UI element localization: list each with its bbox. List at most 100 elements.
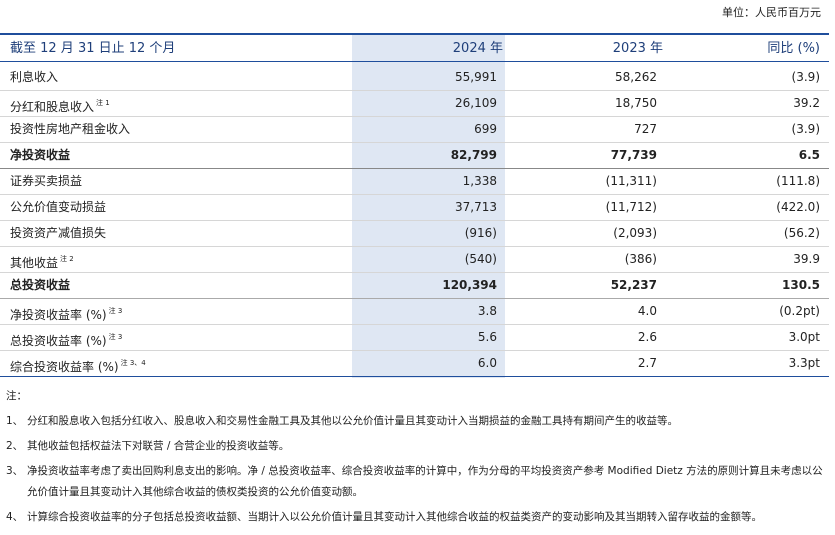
- current-year-highlight: [352, 34, 505, 378]
- row-label: 其他收益注 2: [10, 246, 74, 276]
- header-cell: 同比 (%): [767, 41, 820, 56]
- cell: 39.2: [793, 96, 820, 110]
- cell: (11,712): [605, 200, 657, 214]
- note-ref: 注 2: [60, 255, 74, 263]
- top-rule: [0, 33, 829, 35]
- row-label: 投资资产减值损失: [10, 220, 106, 246]
- cell: (386): [624, 252, 657, 266]
- table-row: 公允价值变动损益 37,713 (11,712) (422.0): [0, 194, 829, 221]
- row-label: 分红和股息收入注 1: [10, 90, 110, 120]
- row-label-text: 总投资收益: [10, 278, 71, 292]
- row-label-text: 投资性房地产租金收入: [10, 122, 131, 136]
- note: 3、 净投资收益率考虑了卖出回购利息支出的影响。净 / 总投资收益率、综合投资收益…: [6, 461, 828, 503]
- cell: 37,713: [455, 200, 497, 214]
- cell: (11,311): [605, 174, 657, 188]
- cell: 3.8: [477, 304, 497, 318]
- cell: 2.7: [637, 356, 657, 370]
- row-label: 综合投资收益率 (%) 注 3、4: [10, 350, 146, 380]
- cell: 55,991: [455, 70, 497, 84]
- cell: 82,799: [450, 148, 497, 162]
- note-ref: 注 3: [108, 333, 123, 341]
- note-ref: 注 1: [96, 99, 110, 107]
- table-row: 综合投资收益率 (%) 注 3、4 6.0 2.7 3.3pt: [0, 350, 829, 377]
- table-row: 总投资收益率 (%) 注 3 5.6 2.6 3.0pt: [0, 324, 829, 351]
- row-label: 投资性房地产租金收入: [10, 116, 130, 142]
- row-label: 净投资收益: [10, 142, 70, 168]
- note-marker: 1、: [6, 415, 24, 427]
- row-label: 净投资收益率 (%) 注 3: [10, 298, 122, 328]
- cell: 5.6: [477, 330, 497, 344]
- note-ref: 注 3、4: [120, 359, 146, 367]
- row-label-text: 净投资收益率 (%): [10, 308, 107, 322]
- cell: 727: [634, 122, 657, 136]
- cell: 120,394: [442, 278, 497, 292]
- row-label: 证券买卖损益: [10, 168, 82, 194]
- cell: (916): [464, 226, 497, 240]
- cell: (422.0): [776, 200, 820, 214]
- cell: 52,237: [610, 278, 657, 292]
- cell: 39.9: [793, 252, 820, 266]
- table-row: 利息收入 55,991 58,262 (3.9): [0, 64, 829, 91]
- note: 2、 其他收益包括权益法下对联营 / 合营企业的投资收益等。: [6, 436, 828, 457]
- cell: (2,093): [613, 226, 657, 240]
- header-rule: [0, 61, 829, 62]
- header-cell: 2023 年: [612, 41, 663, 56]
- table-row: 投资资产减值损失 (916) (2,093) (56.2): [0, 220, 829, 247]
- cell: 77,739: [610, 148, 657, 162]
- cell: (3.9): [791, 122, 820, 136]
- row-label-text: 其他收益: [10, 256, 59, 270]
- row-label-text: 公允价值变动损益: [10, 200, 107, 214]
- cell: (540): [464, 252, 497, 266]
- cell: 3.3pt: [788, 356, 820, 370]
- note-text: 净投资收益率考虑了卖出回购利息支出的影响。净 / 总投资收益率、综合投资收益率的…: [27, 465, 823, 498]
- cell: (0.2pt): [779, 304, 820, 318]
- row-label: 总投资收益: [10, 272, 70, 298]
- row-label-text: 分红和股息收入: [10, 100, 95, 114]
- note-marker: 2、: [6, 440, 24, 452]
- table-row: 净投资收益率 (%) 注 3 3.8 4.0 (0.2pt): [0, 298, 829, 325]
- row-label: 公允价值变动损益: [10, 194, 106, 220]
- cell: 1,338: [462, 174, 497, 188]
- notes: 注： 1、 分红和股息收入包括分红收入、股息收入和交易性金融工具及其他以公允价值计…: [6, 386, 828, 528]
- cell: 6.0: [477, 356, 497, 370]
- cell: (111.8): [776, 174, 820, 188]
- note-ref: 注 3: [108, 307, 123, 315]
- cell: 26,109: [455, 96, 497, 110]
- notes-title: 注：: [6, 390, 27, 402]
- note-text: 其他收益包括权益法下对联营 / 合营企业的投资收益等。: [27, 440, 290, 452]
- cell: 2.6: [637, 330, 657, 344]
- table-row: 其他收益注 2 (540) (386) 39.9: [0, 246, 829, 273]
- unit-label: 单位：人民币百万元: [722, 6, 821, 19]
- row-label-text: 利息收入: [10, 70, 59, 84]
- cell: (3.9): [791, 70, 820, 84]
- note: 1、 分红和股息收入包括分红收入、股息收入和交易性金融工具及其他以公允价值计量且其…: [6, 411, 828, 432]
- row-label-text: 净投资收益: [10, 148, 71, 162]
- cell: 3.0pt: [788, 330, 820, 344]
- row-label: 总投资收益率 (%) 注 3: [10, 324, 122, 354]
- row-label: 利息收入: [10, 64, 58, 90]
- cell: 4.0: [637, 304, 657, 318]
- table-row: 投资性房地产租金收入 699 727 (3.9): [0, 116, 829, 143]
- cell: 130.5: [782, 278, 820, 292]
- note-marker: 3、: [6, 465, 24, 477]
- note-text: 分红和股息收入包括分红收入、股息收入和交易性金融工具及其他以公允价值计量且其变动…: [27, 415, 678, 427]
- table-row: 证券买卖损益 1,338 (11,311) (111.8): [0, 168, 829, 195]
- cell: 699: [474, 122, 497, 136]
- note: 4、 计算综合投资收益率的分子包括总投资收益额、当期计入以公允价值计量且其变动计入…: [6, 507, 828, 528]
- cell: 6.5: [798, 148, 820, 162]
- cell: (56.2): [783, 226, 820, 240]
- row-label-text: 总投资收益率 (%): [10, 334, 107, 348]
- note-text: 计算综合投资收益率的分子包括总投资收益额、当期计入以公允价值计量且其变动计入其他…: [27, 511, 762, 523]
- table-row: 分红和股息收入注 1 26,109 18,750 39.2: [0, 90, 829, 117]
- cell: 18,750: [615, 96, 657, 110]
- row-label-text: 综合投资收益率 (%): [10, 360, 119, 374]
- header-cell: 截至 12 月 31 日止 12 个月: [10, 41, 176, 56]
- cell: 58,262: [615, 70, 657, 84]
- row-label-text: 证券买卖损益: [10, 174, 83, 188]
- row-label-text: 投资资产减值损失: [10, 226, 107, 240]
- note-marker: 4、: [6, 511, 24, 523]
- table-row: 净投资收益 82,799 77,739 6.5: [0, 142, 829, 169]
- table-row: 总投资收益 120,394 52,237 130.5: [0, 272, 829, 299]
- header-cell: 2024 年: [452, 41, 503, 56]
